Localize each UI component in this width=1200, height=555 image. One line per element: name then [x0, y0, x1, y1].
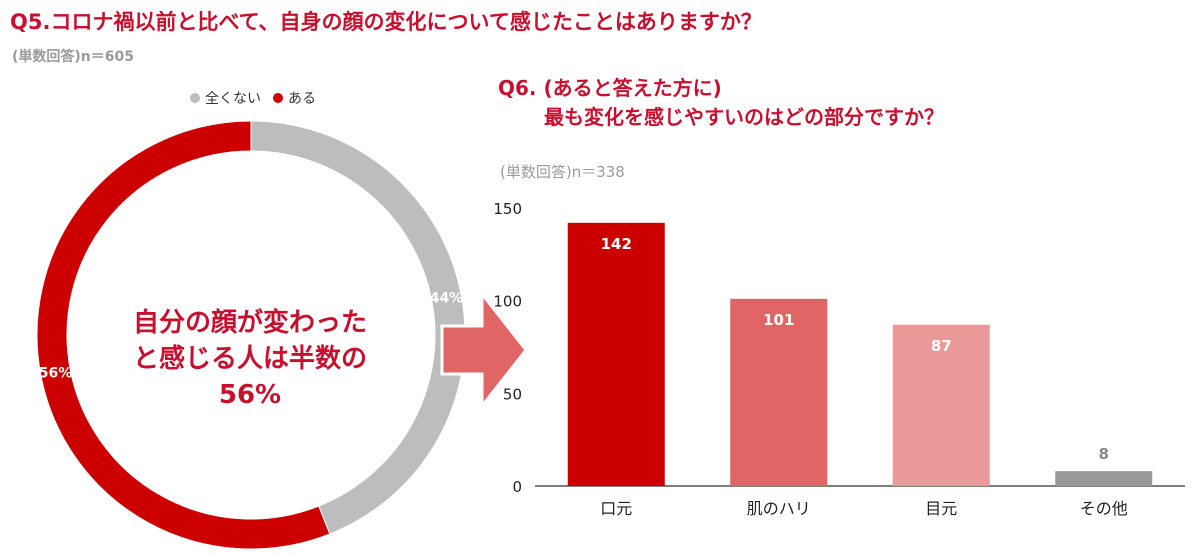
legend-label-nai: 全くない: [205, 91, 261, 107]
legend-item-aru: ある: [273, 88, 316, 108]
right-arrow-shape: [440, 290, 528, 410]
bar-2: [892, 324, 990, 486]
bar-value-label: 101: [763, 311, 794, 329]
bar-chart: 0 50 100 150 142 口元 101 肌のハリ 87 目元 8 その他: [493, 200, 1185, 518]
x-category-label: 目元: [925, 499, 957, 518]
q6-title: Q6. (あると答えた方に) 最も変化を感じやすいのはどの部分ですか？: [498, 74, 944, 132]
q6-sample-note: (単数回答)n＝338: [500, 163, 625, 181]
y-tick-label: 50: [503, 385, 522, 403]
donut-center-line-1: 自分の顔が変わった: [132, 308, 367, 338]
bar-0: [567, 222, 665, 486]
y-tick-label: 100: [493, 293, 522, 311]
donut-label-aru: 56%: [39, 365, 73, 381]
legend-dot-nai: [190, 93, 200, 103]
donut-label-nai: 44%: [430, 291, 464, 307]
bar-3: [1055, 471, 1153, 486]
x-category-label: その他: [1080, 499, 1128, 518]
donut-center-line-3: 56%: [218, 380, 282, 410]
x-category-label: 口元: [600, 499, 632, 518]
q5-title: Q5.コロナ禍以前と比べて、自身の顔の変化について感じたことはありますか？: [10, 10, 762, 34]
y-tick-label: 0: [512, 478, 522, 496]
donut-legend: 全くない ある: [190, 88, 322, 108]
legend-dot-aru: [273, 93, 283, 103]
right-arrow-icon: [440, 290, 528, 410]
bar-value-label: 8: [1099, 445, 1109, 463]
donut-chart: 44% 56%: [36, 120, 466, 550]
x-category-label: 肌のハリ: [747, 499, 811, 518]
bar-value-label: 87: [931, 337, 952, 355]
y-tick-label: 150: [493, 200, 522, 218]
donut-slice-aru: [36, 120, 331, 550]
donut-center-line-2: と感じる人は半数の: [132, 344, 367, 374]
q6-title-line-2: 最も変化を感じやすいのはどの部分ですか？: [544, 105, 944, 129]
bar-1: [730, 298, 828, 486]
donut-center-text: 自分の顔が変わった と感じる人は半数の 56%: [100, 305, 400, 413]
q5-sample-note: (単数回答)n＝605: [12, 49, 134, 65]
legend-item-nai: 全くない: [190, 88, 261, 108]
legend-label-aru: ある: [288, 91, 316, 107]
q6-title-line-1: Q6. (あると答えた方に): [498, 76, 722, 100]
bar-value-label: 142: [601, 235, 632, 253]
